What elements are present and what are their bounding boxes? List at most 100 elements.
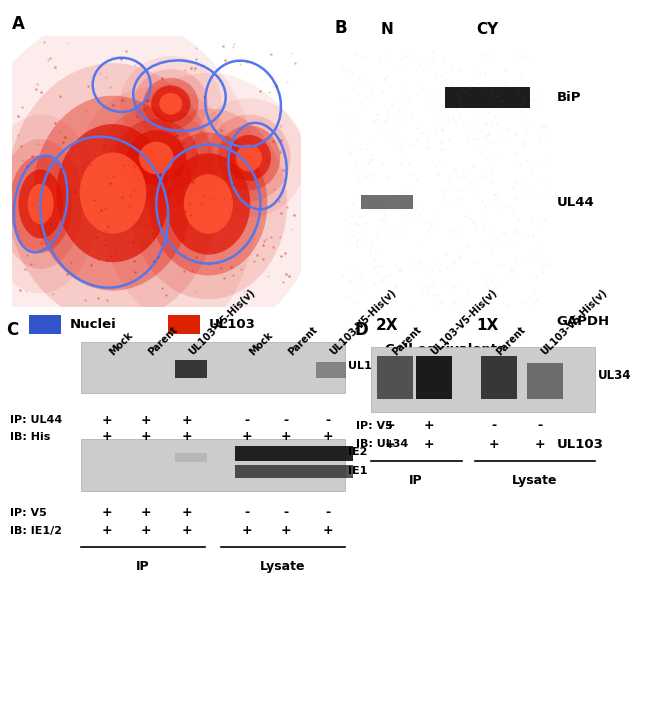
Bar: [361, 195, 413, 209]
Ellipse shape: [227, 135, 271, 181]
Bar: [316, 362, 346, 378]
Text: Parent: Parent: [286, 324, 319, 357]
Ellipse shape: [143, 78, 198, 130]
Ellipse shape: [139, 142, 174, 174]
Text: +: +: [242, 524, 252, 537]
Bar: [416, 357, 452, 399]
Text: GAPDH: GAPDH: [557, 315, 610, 328]
Text: +: +: [102, 506, 112, 519]
Text: Mock: Mock: [247, 330, 274, 357]
Text: N: N: [380, 22, 393, 37]
Text: -: -: [326, 506, 331, 519]
Ellipse shape: [80, 152, 146, 234]
Text: IP: IP: [136, 560, 150, 573]
Text: +: +: [182, 414, 192, 427]
Bar: [235, 465, 353, 479]
Bar: [526, 363, 563, 399]
Text: +: +: [182, 524, 192, 537]
Ellipse shape: [57, 124, 170, 262]
Text: -: -: [491, 419, 497, 432]
Text: -: -: [326, 414, 331, 427]
Text: Cell equivalents: Cell equivalents: [385, 342, 505, 355]
Text: Lysate: Lysate: [260, 560, 306, 573]
Text: Nuclei: Nuclei: [70, 318, 116, 331]
Text: +: +: [102, 430, 112, 443]
Text: +: +: [534, 438, 545, 451]
Text: Lysate: Lysate: [512, 474, 558, 487]
Text: UL44: UL44: [557, 196, 595, 209]
Text: UL103-V5-His(v): UL103-V5-His(v): [429, 287, 499, 357]
Text: +: +: [281, 524, 291, 537]
Text: IB: IE1/2: IB: IE1/2: [10, 526, 62, 536]
Text: Mock: Mock: [107, 330, 135, 357]
Text: IP: V5: IP: V5: [356, 421, 393, 431]
Bar: [81, 342, 344, 393]
Ellipse shape: [130, 109, 287, 300]
Text: +: +: [489, 438, 499, 451]
Ellipse shape: [0, 115, 98, 293]
Text: UL103: UL103: [348, 362, 387, 371]
Text: +: +: [102, 414, 112, 427]
Text: +: +: [182, 506, 192, 519]
Text: +: +: [141, 414, 151, 427]
Text: +: +: [102, 524, 112, 537]
Bar: [370, 347, 595, 412]
Text: BiP: BiP: [557, 91, 581, 104]
Text: UL103: UL103: [557, 438, 604, 451]
Text: CY: CY: [476, 22, 499, 37]
Bar: [445, 434, 530, 454]
Ellipse shape: [207, 115, 291, 201]
Text: IE2: IE2: [348, 447, 367, 457]
Text: +: +: [141, 524, 151, 537]
Text: +: +: [281, 430, 291, 443]
Ellipse shape: [236, 144, 262, 172]
Text: UL103: UL103: [209, 318, 255, 331]
Text: UL34: UL34: [598, 369, 632, 383]
Bar: [361, 434, 413, 454]
Bar: [175, 453, 207, 462]
Text: Parent: Parent: [146, 324, 179, 357]
Ellipse shape: [192, 98, 306, 217]
Text: A: A: [12, 15, 25, 33]
Text: +: +: [323, 524, 333, 537]
Text: B: B: [335, 19, 347, 37]
Bar: [445, 87, 530, 108]
Text: +: +: [242, 430, 252, 443]
Ellipse shape: [114, 119, 198, 197]
Ellipse shape: [101, 106, 212, 210]
Text: Parent: Parent: [494, 324, 527, 357]
Text: 1X: 1X: [476, 318, 499, 333]
Ellipse shape: [184, 174, 233, 234]
Text: +: +: [424, 419, 434, 432]
Ellipse shape: [134, 69, 208, 139]
Ellipse shape: [18, 170, 63, 238]
Ellipse shape: [100, 73, 317, 335]
Bar: [175, 360, 207, 378]
Text: -: -: [244, 414, 250, 427]
Ellipse shape: [120, 56, 222, 152]
Ellipse shape: [80, 87, 233, 230]
Bar: [168, 316, 200, 334]
Text: Parent: Parent: [390, 324, 423, 357]
Text: D: D: [354, 321, 368, 339]
Text: +: +: [141, 430, 151, 443]
Bar: [81, 439, 344, 491]
Text: IP: UL44: IP: UL44: [10, 415, 62, 425]
Bar: [29, 316, 61, 334]
Text: -: -: [537, 419, 542, 432]
Text: -: -: [283, 506, 289, 519]
Ellipse shape: [27, 183, 54, 225]
Text: IP: IP: [410, 474, 422, 487]
Text: -: -: [244, 506, 250, 519]
Text: +: +: [141, 506, 151, 519]
Text: 2X: 2X: [376, 318, 398, 333]
Text: +: +: [424, 438, 434, 451]
Ellipse shape: [218, 126, 280, 191]
Ellipse shape: [166, 153, 250, 255]
Text: IP: V5: IP: V5: [10, 508, 47, 518]
Bar: [481, 357, 517, 399]
Ellipse shape: [127, 130, 186, 186]
Text: IB: UL34: IB: UL34: [356, 439, 408, 449]
Text: UL103-V5-His(v): UL103-V5-His(v): [187, 287, 257, 357]
Ellipse shape: [151, 85, 190, 122]
